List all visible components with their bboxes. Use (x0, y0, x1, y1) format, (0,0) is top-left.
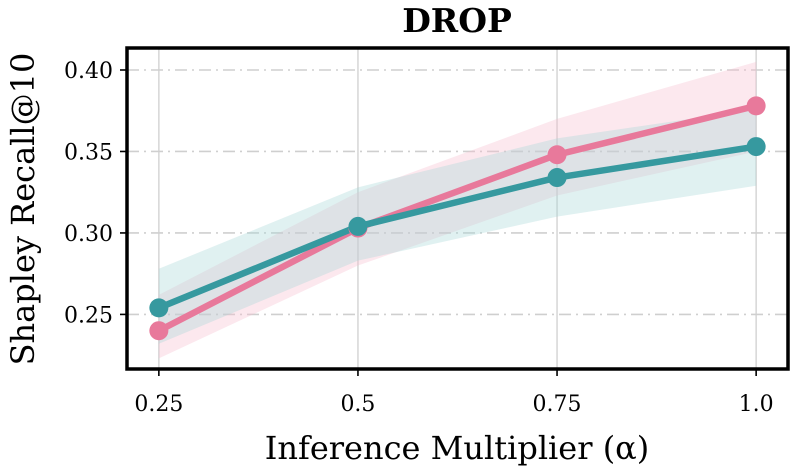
series-line-pink (155, 102, 760, 334)
y-tick-label: 0.35 (64, 140, 113, 165)
data-point-teal (348, 216, 368, 236)
y-axis-label: Shapley Recall@10 (4, 53, 42, 366)
x-tick-label: 1.0 (739, 392, 774, 417)
y-axis-ticks: 0.25 0.30 0.35 0.40 (64, 59, 127, 328)
data-point-teal (547, 168, 567, 188)
data-point-pink (547, 145, 567, 165)
data-point-teal (746, 137, 766, 157)
series-line-teal (155, 143, 760, 312)
series-lines (155, 102, 760, 334)
data-point-teal (149, 298, 169, 318)
x-axis-label: Inference Multiplier (α) (265, 429, 650, 467)
plot-frame (125, 46, 790, 371)
x-tick-label: 0.25 (134, 392, 183, 417)
x-tick-label: 0.5 (340, 392, 375, 417)
chart-title: DROP (402, 1, 512, 40)
series-points (149, 96, 766, 341)
x-axis-ticks: 0.25 0.5 0.75 1.0 (134, 369, 774, 417)
y-tick-label: 0.30 (64, 222, 113, 247)
data-point-pink (149, 321, 169, 341)
data-point-pink (746, 96, 766, 116)
confidence-band-pink (158, 61, 757, 359)
x-tick-label: 0.75 (533, 392, 582, 417)
y-tick-label: 0.40 (64, 59, 113, 84)
y-tick-label: 0.25 (64, 303, 113, 328)
